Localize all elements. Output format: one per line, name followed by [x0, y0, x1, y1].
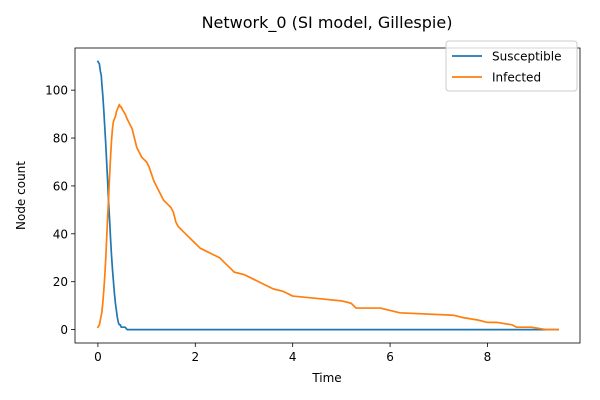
x-tick-label: 2 — [191, 350, 199, 364]
chart-title: Network_0 (SI model, Gillespie) — [202, 13, 453, 33]
x-tick-label: 8 — [484, 350, 492, 364]
legend-box — [445, 40, 578, 92]
series-line-susceptible — [96, 60, 559, 331]
x-tick-label: 4 — [289, 350, 297, 364]
y-tick-label: 80 — [53, 132, 68, 146]
y-tick-label: 100 — [45, 84, 68, 98]
y-tick-label: 60 — [53, 179, 68, 193]
x-tick-label: 0 — [94, 350, 102, 364]
legend-label-infected: Infected — [492, 71, 541, 85]
y-tick-label: 40 — [53, 227, 68, 241]
plot-frame — [74, 47, 581, 344]
legend-label-susceptible: Susceptible — [492, 50, 561, 64]
x-tick-label: 6 — [386, 350, 394, 364]
y-tick-label: 20 — [53, 275, 68, 289]
y-axis-label: Node count — [14, 161, 28, 230]
series-line-infected — [96, 103, 559, 331]
legend: Susceptible Infected — [445, 40, 578, 92]
series-layer — [96, 60, 559, 331]
y-tick-label: 0 — [60, 323, 68, 337]
plot-area — [75, 48, 580, 343]
x-axis-label: Time — [311, 371, 341, 385]
